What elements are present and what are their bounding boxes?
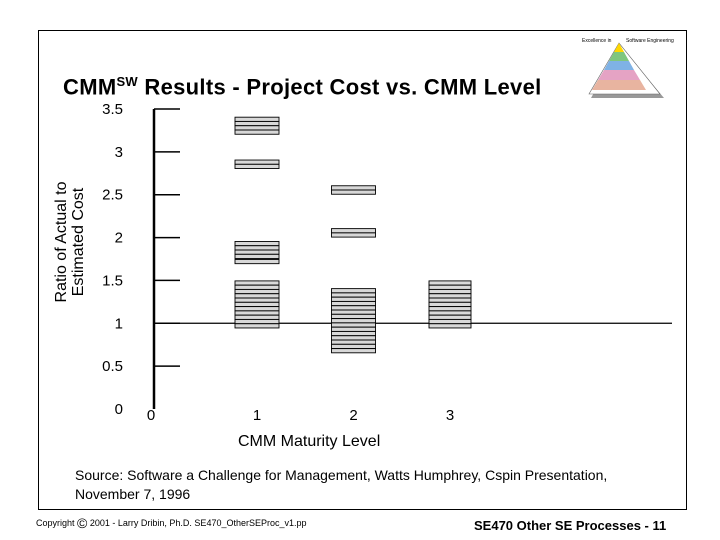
data-point-level-1 bbox=[234, 116, 280, 122]
data-point-level-1 bbox=[234, 310, 280, 316]
slide-title: CMMSW Results - Project Cost vs. CMM Lev… bbox=[63, 74, 542, 100]
data-point-level-1 bbox=[234, 323, 280, 329]
data-point-level-1 bbox=[234, 293, 280, 299]
source-note: Source: Software a Challenge for Managem… bbox=[75, 467, 608, 502]
x-axis-title: CMM Maturity Level bbox=[238, 433, 381, 450]
data-point-level-3 bbox=[428, 301, 472, 307]
y-axis-title: Ratio of Actual to Estimated Cost bbox=[53, 181, 87, 303]
data-point-level-2 bbox=[331, 348, 376, 354]
course-footer: SE470 Other SE Processes - 11 bbox=[474, 518, 667, 533]
data-point-level-1 bbox=[234, 163, 280, 169]
y-tick-label: 2.5 bbox=[102, 187, 123, 204]
data-point-level-2 bbox=[331, 189, 376, 195]
data-point-level-2 bbox=[331, 318, 376, 324]
data-point-level-1 bbox=[234, 284, 280, 290]
y-tick-label: 3 bbox=[115, 144, 123, 161]
data-point-level-2 bbox=[331, 339, 376, 345]
data-point-level-2 bbox=[331, 292, 376, 298]
pyramid-level-optimizing bbox=[614, 43, 624, 52]
pyramid-level-defined bbox=[604, 61, 634, 70]
cmm-pyramid-logo bbox=[588, 42, 664, 98]
y-tick-label: 0.5 bbox=[102, 358, 123, 375]
data-point-level-1 bbox=[234, 129, 280, 135]
data-point-level-1 bbox=[234, 301, 280, 307]
data-point-level-3 bbox=[428, 319, 472, 325]
data-point-level-1 bbox=[234, 245, 280, 251]
data-point-level-1 bbox=[234, 259, 280, 265]
data-point-level-2 bbox=[331, 335, 376, 341]
data-point-level-2 bbox=[331, 185, 376, 191]
data-point-level-2 bbox=[331, 232, 376, 238]
data-point-level-1 bbox=[234, 159, 280, 165]
logo-right-text: Software Engineering bbox=[626, 38, 674, 44]
data-point-level-2 bbox=[331, 326, 376, 332]
data-point-level-1 bbox=[234, 319, 280, 325]
pyramid-level-initial bbox=[592, 80, 646, 90]
y-tick-label: 1 bbox=[115, 315, 123, 332]
data-point-level-3 bbox=[428, 289, 472, 295]
data-point-level-2 bbox=[331, 296, 376, 302]
data-point-level-1 bbox=[234, 241, 280, 247]
data-point-level-2 bbox=[331, 322, 376, 328]
logo-left-text: Excellence in bbox=[582, 38, 612, 44]
y-tick-label: 1.5 bbox=[102, 272, 123, 289]
y-tick-label: 3.5 bbox=[102, 101, 123, 118]
data-point-level-2 bbox=[331, 228, 376, 234]
x-tick-label: 1 bbox=[253, 407, 261, 424]
data-point-level-2 bbox=[331, 313, 376, 319]
pyramid-level-repeatable bbox=[598, 70, 640, 80]
x-tick-label: 0 bbox=[147, 407, 155, 424]
data-point-level-3 bbox=[428, 284, 472, 290]
data-point-level-1 bbox=[234, 289, 280, 295]
y-tick-label: 0 bbox=[115, 401, 123, 418]
data-point-level-1 bbox=[234, 253, 280, 259]
data-point-level-1 bbox=[234, 249, 280, 255]
data-point-level-1 bbox=[234, 314, 280, 320]
x-tick-label: 2 bbox=[349, 407, 357, 424]
data-point-level-3 bbox=[428, 310, 472, 316]
data-point-level-2 bbox=[331, 288, 376, 294]
data-point-level-1 bbox=[234, 121, 280, 127]
data-point-level-2 bbox=[331, 301, 376, 307]
y-tick-label: 2 bbox=[115, 230, 123, 247]
data-point-level-2 bbox=[331, 331, 376, 337]
data-point-level-2 bbox=[331, 305, 376, 311]
data-point-level-1 bbox=[234, 280, 280, 286]
data-point-level-1 bbox=[234, 306, 280, 312]
data-point-level-3 bbox=[428, 306, 472, 312]
x-tick-label: 3 bbox=[446, 407, 454, 424]
data-point-level-3 bbox=[428, 314, 472, 320]
data-point-level-2 bbox=[331, 309, 376, 315]
pyramid-level-managed bbox=[609, 52, 629, 61]
slide-frame bbox=[38, 30, 687, 510]
data-point-level-3 bbox=[428, 323, 472, 329]
data-point-level-1 bbox=[234, 297, 280, 303]
data-point-level-3 bbox=[428, 293, 472, 299]
data-point-level-3 bbox=[428, 297, 472, 303]
data-point-level-3 bbox=[428, 280, 472, 286]
copyright-footer: Copyright © 2001 - Larry Dribin, Ph.D. S… bbox=[36, 515, 307, 531]
data-point-level-2 bbox=[331, 343, 376, 349]
data-point-level-1 bbox=[234, 125, 280, 131]
